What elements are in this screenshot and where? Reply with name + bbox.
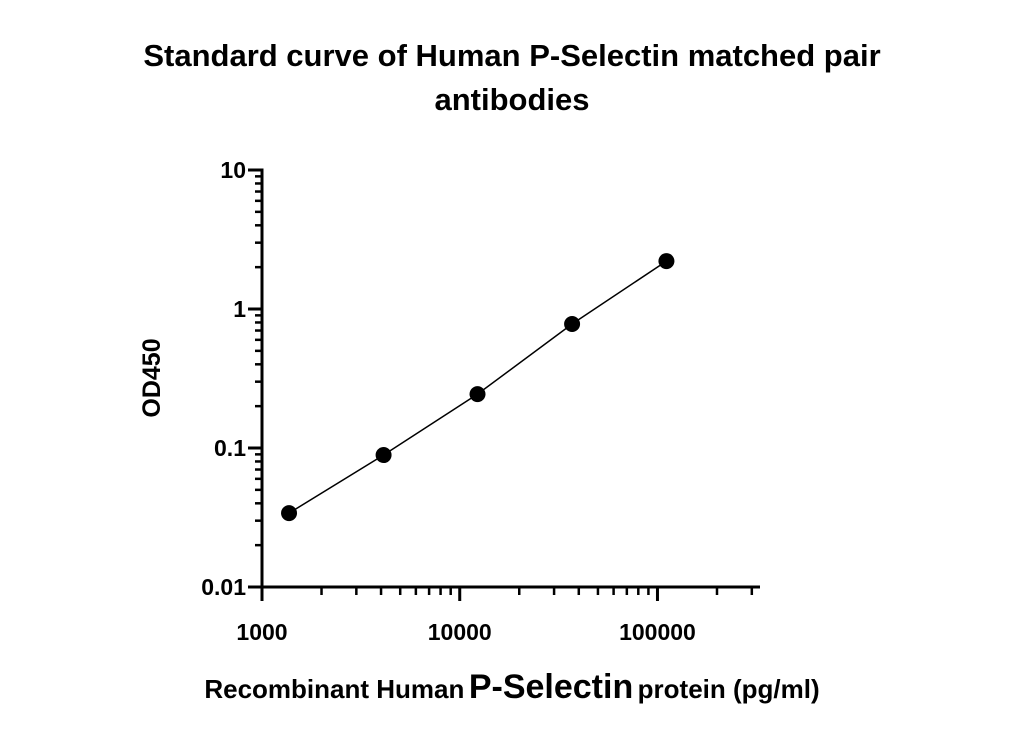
chart-title: antibodies	[434, 82, 589, 117]
x-axis-label-part: protein (pg/ml)	[638, 674, 820, 704]
data-point	[375, 447, 392, 464]
x-tick-label: 10000	[428, 619, 492, 645]
data-point	[564, 315, 581, 332]
data-point	[469, 386, 486, 403]
y-tick-label: 10	[220, 157, 246, 183]
x-tick-label: 1000	[236, 619, 287, 645]
chart-title: Standard curve of Human P-Selectin match…	[143, 38, 880, 73]
x-axis-label-part: P-Selectin	[469, 668, 633, 706]
x-axis-label-part: Recombinant Human	[204, 674, 464, 704]
data-point	[281, 505, 298, 522]
data-point	[658, 253, 675, 270]
y-axis-label: OD450	[138, 338, 166, 417]
x-axis-label: Recombinant Human P-Selectin protein (pg…	[204, 668, 819, 706]
y-tick-label: 0.01	[201, 574, 246, 600]
y-tick-label: 0.1	[214, 435, 246, 461]
y-tick-label: 1	[233, 296, 246, 322]
x-tick-label: 100000	[619, 619, 696, 645]
